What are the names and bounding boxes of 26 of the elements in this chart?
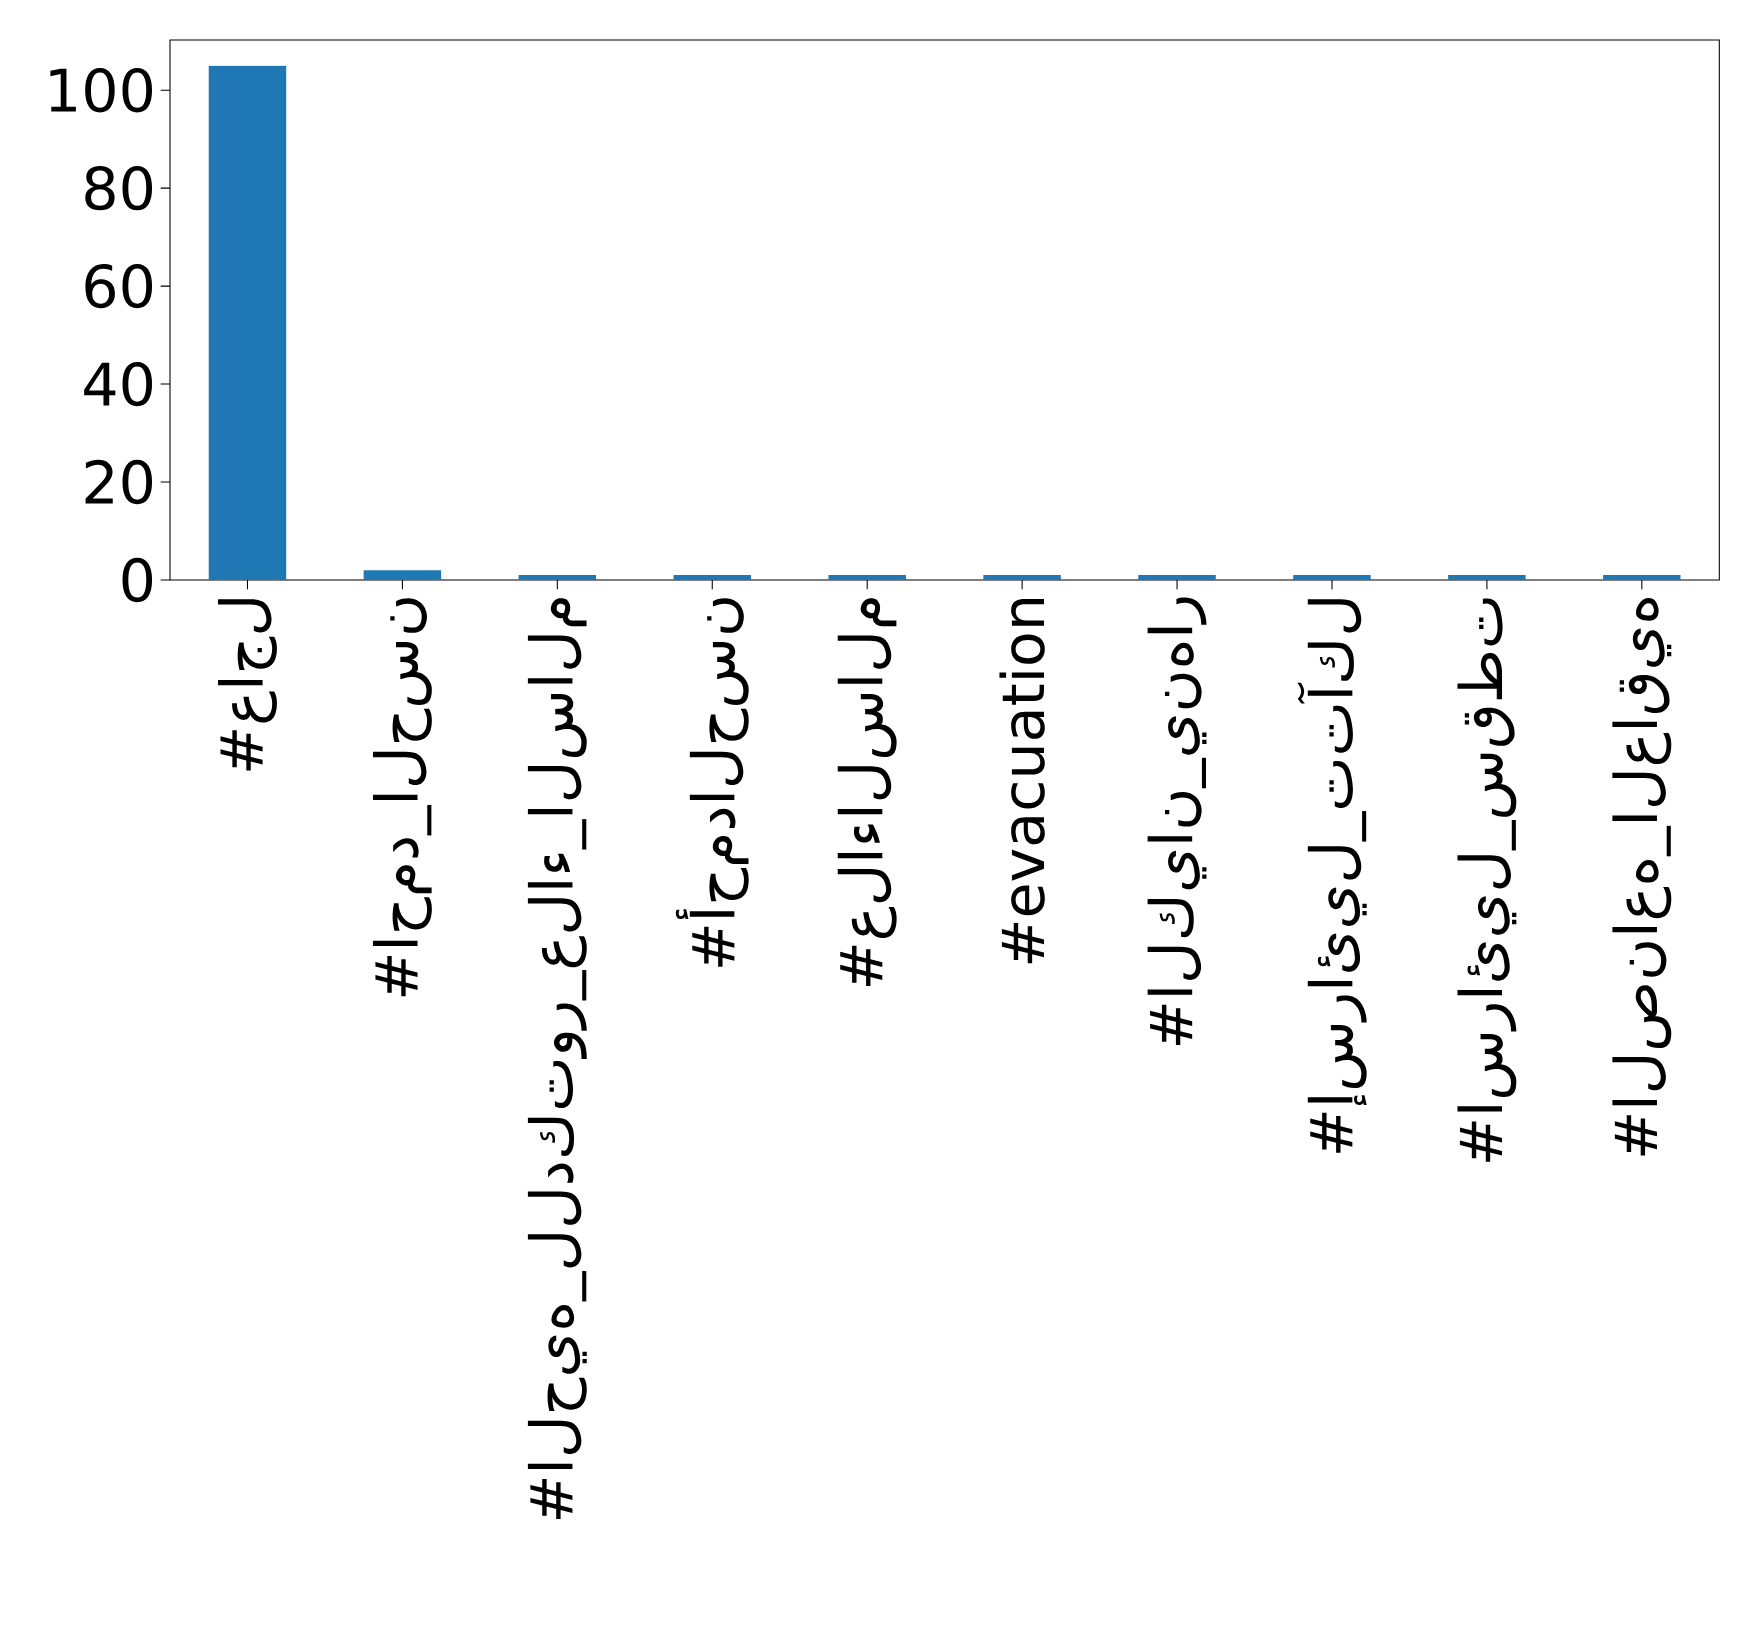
- x-tick-label: #اسرائيل_سقطت: [1457, 598, 1517, 1162]
- bar: [983, 575, 1061, 580]
- x-tick-label: #عاجل: [218, 599, 277, 771]
- y-tick-label: 0: [122, 557, 153, 603]
- bar: [828, 575, 906, 580]
- bar: [1293, 575, 1371, 580]
- bar: [1603, 575, 1681, 580]
- y-tick-label: 20: [85, 459, 153, 505]
- x-tick-label: #أحمدالحسن: [675, 598, 749, 967]
- bar: [363, 570, 442, 580]
- x-tick-label: #علاءالسالم: [837, 598, 897, 986]
- x-tick-label: #الكيان_ينهار: [1147, 597, 1207, 1045]
- bar: [673, 575, 751, 580]
- bar: [518, 575, 597, 580]
- bar: [208, 65, 287, 580]
- x-tick-label: #الحيه_للدكتور_علاء_السالم: [527, 598, 587, 1520]
- x-tick-label: #evacuation: [999, 598, 1045, 964]
- y-tick-label: 60: [85, 263, 153, 309]
- y-tick-label: 40: [84, 361, 153, 407]
- x-tick-label: #إسرائيل_تتآكل: [1297, 599, 1367, 1153]
- x-tick-label: #الصناعه_العاقيه: [1612, 598, 1672, 1156]
- y-tick-label: 100: [50, 68, 153, 113]
- bar: [1138, 575, 1216, 580]
- y-tick-label: 80: [85, 165, 153, 211]
- x-tick-label: #احمد_الحسن: [372, 598, 432, 997]
- bar: [1448, 575, 1526, 580]
